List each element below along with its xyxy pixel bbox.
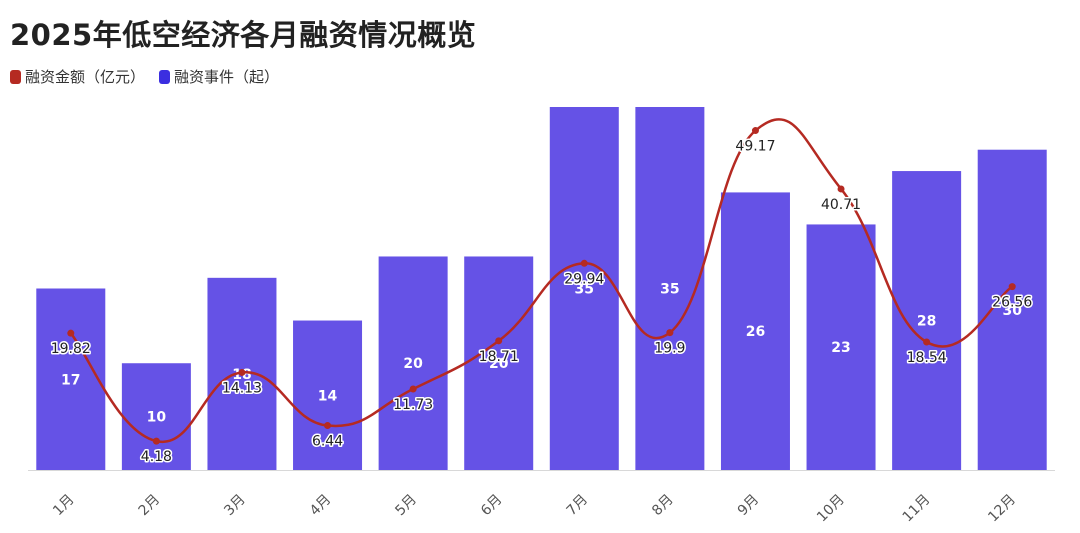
legend-swatch-amount xyxy=(10,69,21,84)
x-tick-label-2: 2月 xyxy=(136,492,164,520)
bar-8[interactable] xyxy=(635,107,705,470)
line-label-11: 18.54 xyxy=(907,350,947,366)
line-point-2[interactable] xyxy=(152,437,160,445)
bar-label-1: 17 xyxy=(61,372,80,388)
bar-11[interactable] xyxy=(892,171,962,470)
bar-4[interactable] xyxy=(293,320,363,470)
x-tick-label-10: 10月 xyxy=(814,492,848,526)
bar-label-11: 28 xyxy=(917,314,936,330)
line-label-6: 18.71 xyxy=(479,349,519,365)
line-label-9: 49.17 xyxy=(735,139,775,155)
x-tick-label-1: 1月 xyxy=(50,492,78,520)
line-path xyxy=(69,118,1013,444)
bar-label-5: 20 xyxy=(403,356,423,372)
line-point-5[interactable] xyxy=(409,385,417,393)
x-tick-label-6: 6月 xyxy=(478,492,506,520)
line-point-10[interactable] xyxy=(837,185,845,193)
line-point-9[interactable] xyxy=(751,127,759,135)
line-label-3: 14.13 xyxy=(222,380,262,396)
line-label-8: 19.9 xyxy=(654,341,685,357)
bar-7[interactable] xyxy=(549,107,619,470)
line-point-8[interactable] xyxy=(666,329,674,337)
bar-label-7: 35 xyxy=(575,282,594,298)
bar-label-9: 26 xyxy=(746,324,765,340)
line-point-6[interactable] xyxy=(495,337,503,345)
chart-title: 2025年低空经济各月融资情况概览 xyxy=(10,18,477,52)
bar-12[interactable] xyxy=(977,149,1047,471)
bar-2[interactable] xyxy=(121,363,191,470)
line-point-1[interactable] xyxy=(67,329,75,337)
line-label-1: 19.82 xyxy=(51,341,91,357)
x-tick-label-4: 4月 xyxy=(307,492,335,520)
x-tick-label-7: 7月 xyxy=(564,492,592,520)
legend-label-count: 融资事件（起） xyxy=(174,68,280,86)
bar-label-10: 23 xyxy=(831,340,850,356)
line-point-3[interactable] xyxy=(238,368,246,376)
bar-6[interactable] xyxy=(464,256,534,470)
bar-5[interactable] xyxy=(378,256,448,470)
bar-10[interactable] xyxy=(806,224,876,470)
line-label-2: 4.18 xyxy=(141,449,172,465)
legend-item-count[interactable]: 融资事件（起） xyxy=(159,66,279,87)
bar-value-labels: 171018142020353526232830 xyxy=(61,282,1022,426)
line-label-5: 11.73 xyxy=(393,397,433,413)
line-label-12: 26.56 xyxy=(992,295,1032,311)
bar-label-8: 35 xyxy=(660,282,679,298)
legend: 融资金额（亿元） 融资事件（起） xyxy=(10,66,279,87)
legend-item-amount[interactable]: 融资金额（亿元） xyxy=(10,66,145,87)
line-value-labels: 19.82 4.18 14.13 6.44 11.73 18.71 29.94 19.9 49.… xyxy=(49,137,1034,467)
x-tick-label-12: 12月 xyxy=(985,492,1019,526)
line-point-12[interactable] xyxy=(1008,283,1016,291)
bar-label-4: 14 xyxy=(318,388,338,404)
line-label-7: 29.94 xyxy=(564,271,604,287)
x-tick-label-11: 11月 xyxy=(900,492,934,526)
x-tick-label-8: 8月 xyxy=(649,492,677,520)
bar-label-12: 30 xyxy=(1002,303,1022,319)
line-series xyxy=(67,118,1016,445)
x-tick-label-9: 9月 xyxy=(735,492,763,520)
x-tick-label-5: 5月 xyxy=(392,492,420,520)
x-axis: 1月 2月 3月 4月 5月 6月 7月 8月 9月 10月 11月 12月 xyxy=(28,470,1055,526)
bar-label-6: 20 xyxy=(489,356,509,372)
bar-label-2: 10 xyxy=(147,410,167,426)
bar-1[interactable] xyxy=(36,288,106,471)
line-label-4: 6.44 xyxy=(312,434,343,450)
x-tick-label-3: 3月 xyxy=(221,492,249,520)
line-label-10: 40.71 xyxy=(821,197,861,213)
legend-swatch-count xyxy=(159,69,171,84)
line-point-11[interactable] xyxy=(923,338,931,346)
bar-9[interactable] xyxy=(720,192,790,471)
line-point-4[interactable] xyxy=(324,422,332,430)
bar-series xyxy=(36,107,1047,471)
legend-label-amount: 融资金额（亿元） xyxy=(25,68,146,86)
line-point-7[interactable] xyxy=(580,259,588,267)
